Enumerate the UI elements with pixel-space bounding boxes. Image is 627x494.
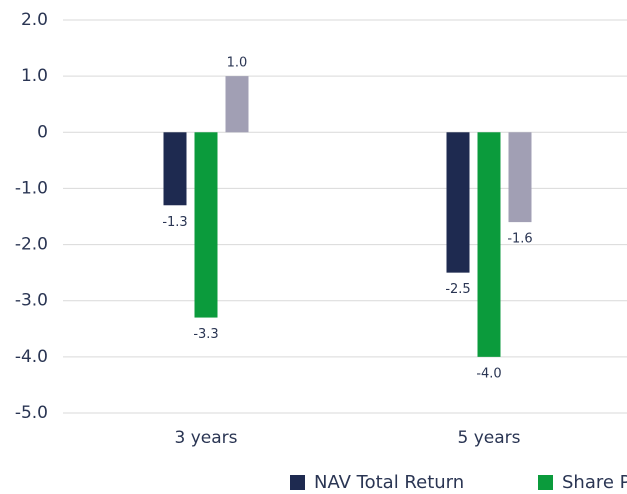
y-tick-label: -2.0 <box>15 235 48 255</box>
x-tick-label: 5 years <box>457 428 520 448</box>
bar <box>508 132 532 223</box>
y-tick-label: 2.0 <box>21 10 48 30</box>
value-label: 1.0 <box>227 56 248 71</box>
y-tick-label: -1.0 <box>15 178 48 198</box>
value-label: -1.6 <box>507 232 532 247</box>
x-tick-label: 3 years <box>174 428 237 448</box>
value-label: -2.5 <box>445 282 470 297</box>
value-label: -4.0 <box>476 366 501 381</box>
bar <box>446 132 470 273</box>
y-tick-label: -3.0 <box>15 291 48 311</box>
y-tick-label: 1.0 <box>21 66 48 86</box>
bar <box>163 132 187 206</box>
y-tick-label: -4.0 <box>15 347 48 367</box>
legend-swatch <box>290 475 305 490</box>
y-tick-label: -5.0 <box>15 403 48 423</box>
bar <box>477 132 501 357</box>
legend-label: NAV Total Return <box>314 472 464 493</box>
legend-label: Share Price Total Return <box>562 472 627 493</box>
bar <box>225 76 249 133</box>
value-label: -3.3 <box>193 327 218 342</box>
y-tick-label: 0 <box>37 122 48 142</box>
legend-swatch <box>538 475 553 490</box>
bar <box>194 132 218 318</box>
value-label: -1.3 <box>162 215 187 230</box>
